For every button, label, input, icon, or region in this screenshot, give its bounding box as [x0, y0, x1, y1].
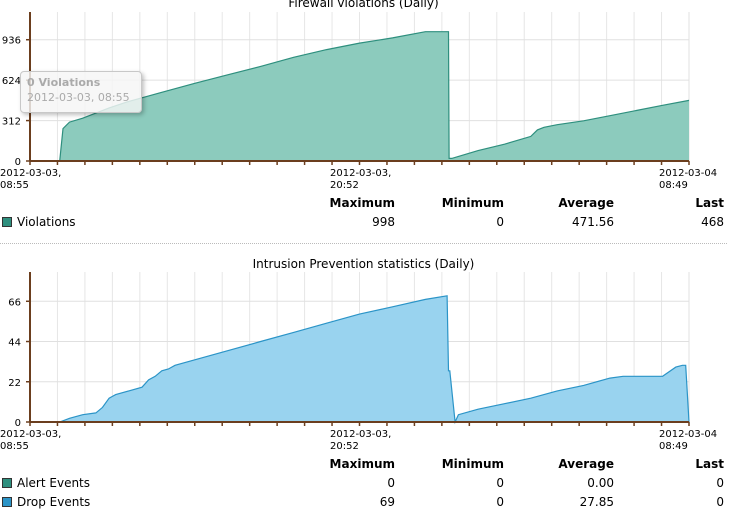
- stats-value: 0.00: [587, 476, 614, 490]
- legend-swatch: [2, 217, 12, 227]
- y-tick-label: 624: [2, 76, 21, 87]
- firewall-chart[interactable]: 0 312 624 936: [0, 0, 747, 175]
- stats-header: Minimum: [441, 196, 504, 210]
- legend-entry: Alert Events: [17, 476, 91, 490]
- chart-divider: [0, 243, 727, 244]
- stats-value: 0: [716, 495, 724, 509]
- series-area-violations: [30, 31, 689, 162]
- y-tick-label: 312: [2, 117, 21, 128]
- chart-title-intrusion: Intrusion Prevention statistics (Daily): [252, 257, 475, 271]
- y-tick-label: 0: [15, 157, 21, 168]
- stats-value: 0: [496, 495, 504, 509]
- series-line-violations: [30, 31, 690, 162]
- stats-header: Last: [695, 196, 724, 210]
- stats-value: 0: [387, 476, 395, 490]
- stats-value: 69: [379, 495, 395, 509]
- legend-entry: Drop Events: [17, 495, 91, 509]
- stats-header: Maximum: [329, 457, 395, 471]
- tooltip-time: 2012-03-03, 08:55: [27, 91, 130, 104]
- stats-header: Average: [558, 196, 614, 210]
- y-tick-label: 22: [8, 378, 21, 389]
- tooltip-title: 0 Violations: [27, 76, 101, 89]
- stats-value: 27.85: [579, 495, 614, 509]
- stats-value: 998: [372, 215, 395, 229]
- stats-value: 0: [496, 215, 504, 229]
- series-area-drop-events: [30, 295, 689, 422]
- x-tick-label: 2012-03-04 08:49: [659, 168, 718, 191]
- stats-header: Last: [695, 457, 724, 471]
- legend-entry: Violations: [17, 215, 76, 229]
- stats-header: Average: [558, 457, 614, 471]
- stats-header: Minimum: [441, 457, 504, 471]
- y-tick-label: 0: [15, 418, 21, 429]
- stats-value: 468: [701, 215, 724, 229]
- hover-tooltip: 0 Violations 2012-03-03, 08:55: [20, 71, 142, 113]
- y-tick-label: 44: [8, 338, 21, 349]
- legend-swatch: [2, 478, 12, 488]
- x-tick-label: 2012-03-03, 08:55: [0, 168, 62, 191]
- stats-value: 0: [496, 476, 504, 490]
- y-tick-label: 936: [2, 36, 21, 47]
- x-tick-label: 2012-03-03, 20:52: [330, 168, 392, 191]
- stats-header: Maximum: [329, 196, 395, 210]
- x-tick-label: 2012-03-04 08:49: [659, 429, 718, 452]
- chart-title-firewall: Firewall violations (Daily): [288, 0, 439, 10]
- stats-value: 0: [716, 476, 724, 490]
- series-line-drop-events: [30, 295, 690, 425]
- x-tick-label: 2012-03-03, 20:52: [330, 429, 392, 452]
- y-tick-label: 66: [8, 297, 21, 308]
- legend-swatch: [2, 497, 12, 507]
- stats-value: 471.56: [572, 215, 614, 229]
- x-tick-label: 2012-03-03, 08:55: [0, 429, 62, 452]
- intrusion-chart[interactable]: 0 22 44 66: [0, 0, 747, 440]
